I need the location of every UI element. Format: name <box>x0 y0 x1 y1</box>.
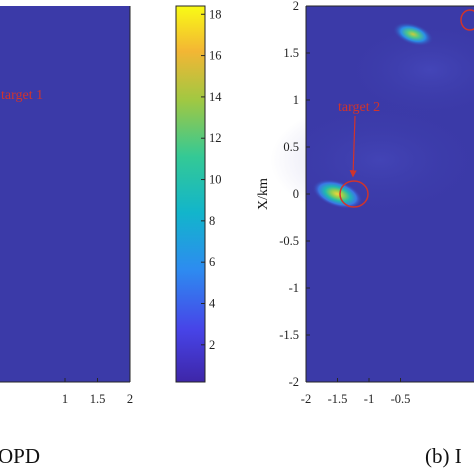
colorbar-gradient <box>175 5 206 383</box>
right-intensity-blob <box>392 22 434 47</box>
colorbar-tick-label: 6 <box>209 255 215 269</box>
colorbar: 2 4 6 8 10 12 14 16 18 <box>175 5 222 383</box>
colorbar-tick-label: 8 <box>209 214 215 228</box>
right-x-tick-label: -0.5 <box>391 392 411 406</box>
right-y-tick-label: -0.5 <box>279 234 299 248</box>
left-x-tick-label: 1.5 <box>90 392 106 406</box>
right-panel: 21.510.50-0.5-1-1.5-2 -2 -1.5 -1 -0.5 X/km … <box>256 0 474 468</box>
colorbar-tick-label: 4 <box>209 296 216 310</box>
right-intensity-blob <box>312 179 363 209</box>
colorbar-tick-label: 16 <box>209 49 222 63</box>
right-y-tick-label: 2 <box>293 0 299 13</box>
right-x-tick-label: -2 <box>301 392 311 406</box>
right-y-axis-label: X/km <box>256 178 271 210</box>
left-panel: 1 1.5 2 target 1 OPD <box>0 6 133 468</box>
right-y-tick-label: -1 <box>289 281 299 295</box>
left-x-tick-label: 2 <box>127 392 133 406</box>
left-annotation-target-1: target 1 <box>1 88 43 103</box>
right-x-tick-label: -1.5 <box>328 392 348 406</box>
right-annotation-arrow <box>349 115 357 178</box>
left-heatmap-field <box>0 6 130 382</box>
right-y-tick-label: -2 <box>289 375 299 389</box>
colorbar-tick-label: 2 <box>209 338 215 352</box>
right-y-tick-label: 1 <box>293 93 299 107</box>
colorbar-tick-label: 18 <box>209 7 222 21</box>
right-y-tick-label: 1.5 <box>283 46 299 60</box>
colorbar-tick-label: 14 <box>209 90 222 104</box>
right-y-tick-label: 0.5 <box>283 140 299 154</box>
colorbar-tick-label: 10 <box>209 173 222 187</box>
right-target-2-circle <box>339 180 369 208</box>
right-panel-caption: (b) I <box>425 444 462 468</box>
right-y-tick-label: -1.5 <box>279 328 299 342</box>
right-y-tick-label: 0 <box>293 187 299 201</box>
right-annotation-target-2: target 2 <box>338 100 380 115</box>
right-target-circle-cropped <box>460 9 474 31</box>
left-x-tick-label: 1 <box>62 392 68 406</box>
right-haze-2 <box>340 20 474 120</box>
colorbar-tick-label: 12 <box>209 131 222 145</box>
right-x-tick-label: -1 <box>364 392 374 406</box>
left-panel-caption: OPD <box>0 444 40 468</box>
